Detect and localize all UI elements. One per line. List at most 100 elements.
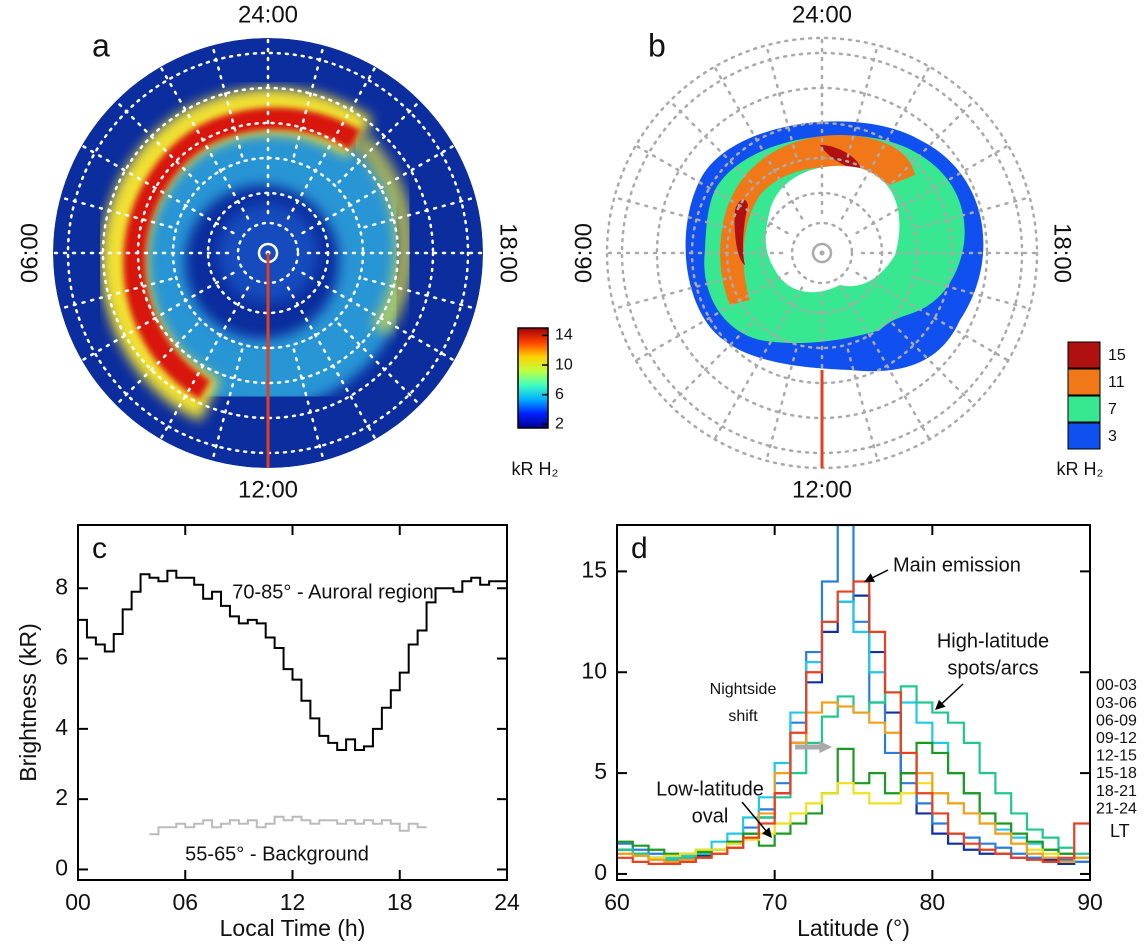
y-tick-label: 6 (55, 644, 68, 670)
level-map (685, 121, 984, 372)
step-line (617, 741, 1090, 859)
arrow-head (761, 827, 772, 838)
grid-spoke (301, 144, 456, 235)
plot-frame (77, 524, 508, 881)
annotation: oval (692, 805, 729, 827)
level-swatch (1067, 422, 1101, 450)
grid-spoke (363, 277, 477, 310)
x-tick-label: 18 (387, 889, 413, 915)
grid-spoke (292, 44, 325, 158)
colorbar (517, 327, 549, 429)
grid-spoke (634, 271, 789, 362)
y-tick-label: 10 (581, 657, 607, 683)
x-tick-label: 90 (1077, 889, 1103, 915)
grid-spoke (917, 277, 1031, 310)
grid-spoke (840, 286, 931, 441)
level-label: 3 (1108, 428, 1117, 445)
grid-spoke (846, 348, 879, 462)
grid-spoke (114, 99, 199, 184)
y-axis-label: Brightness (kR) (15, 623, 41, 781)
grid-spoke (846, 44, 879, 158)
grid-spoke (765, 348, 798, 462)
panel-label: c (92, 532, 107, 565)
hour-label: 12:00 (238, 476, 298, 503)
step-line (149, 815, 427, 836)
grid-spoke (855, 271, 1010, 362)
y-tick-label: 0 (594, 859, 607, 885)
legend-label: 06-09 (1096, 712, 1137, 729)
panel-label: a (92, 27, 110, 63)
annotation: High-latitude (937, 630, 1049, 652)
grid-spoke (301, 271, 456, 362)
grid-spoke (613, 196, 727, 229)
grid-spoke (286, 65, 377, 220)
level-swatch (1067, 341, 1101, 369)
grid-spoke (80, 144, 235, 235)
x-axis-label: Latitude (°) (797, 915, 910, 941)
hour-label: 06:00 (16, 223, 43, 283)
grid-spoke (114, 322, 199, 407)
grid-spoke (59, 196, 173, 229)
level-label: 7 (1108, 401, 1117, 418)
arrow-head (819, 740, 832, 754)
step-line (78, 569, 507, 751)
level-swatch (1067, 368, 1101, 396)
grid-spoke (286, 286, 377, 441)
series-label: 55-65° - Background (185, 843, 369, 865)
grid-spoke (80, 271, 235, 362)
arrow-head (864, 573, 875, 582)
pole-dot (819, 250, 825, 256)
legend-label: 18-21 (1096, 783, 1137, 800)
y-tick-label: 0 (55, 855, 68, 881)
grid-spoke (668, 99, 753, 184)
grid-spoke (363, 196, 477, 229)
arrow-head (935, 699, 946, 710)
colorbar-label: kR H₂ (512, 459, 559, 479)
x-tick-label: 70 (762, 889, 788, 915)
hour-label: 12:00 (792, 476, 852, 503)
legend-title: LT (1110, 821, 1130, 841)
annotation-arrow (939, 683, 964, 707)
legend-label: 03-06 (1096, 695, 1137, 712)
level-label: 11 (1108, 374, 1125, 391)
grid-spoke (292, 348, 325, 462)
annotation: shift (728, 708, 758, 725)
grid-spoke (917, 196, 1031, 229)
hour-label: 18:00 (1049, 223, 1076, 283)
levels-label: kR H₂ (1057, 459, 1104, 479)
colorbar-tick-label: 10 (555, 356, 573, 373)
polar-grid (51, 36, 485, 470)
grid-spoke (159, 286, 250, 441)
x-tick-label: 12 (280, 889, 306, 915)
legend-label: 15-18 (1096, 765, 1137, 782)
grid-spoke (211, 44, 244, 158)
colorbar-tick-label: 2 (555, 416, 564, 433)
annotation-arrow (741, 801, 769, 834)
grid-circle (790, 221, 854, 285)
x-tick-label: 24 (494, 889, 520, 915)
grid-spoke (634, 144, 789, 235)
x-tick-label: 60 (604, 889, 630, 915)
hour-label: 18:00 (495, 223, 522, 283)
legend-label: 09-12 (1096, 730, 1137, 747)
grid-spoke (613, 277, 727, 310)
x-tick-label: 06 (172, 889, 198, 915)
grid-spoke (840, 65, 931, 220)
grid-spoke (211, 348, 244, 462)
legend-label: 21-24 (1096, 800, 1137, 817)
grid-spoke (765, 44, 798, 158)
hour-label: 24:00 (792, 1, 852, 28)
grid-spoke (891, 99, 976, 184)
annotation: Main emission (893, 554, 1021, 576)
level-swatch (1067, 395, 1101, 423)
grid-spoke (337, 99, 422, 184)
grid-spoke (337, 322, 422, 407)
y-tick-label: 2 (55, 784, 68, 810)
colorbar-tick-label: 14 (555, 327, 573, 344)
series-label: 70-85° - Auroral region (232, 581, 433, 603)
grid-spoke (891, 322, 976, 407)
x-axis-label: Local Time (h) (220, 915, 366, 941)
y-tick-label: 4 (55, 714, 68, 740)
polar-grid (605, 36, 1039, 470)
annotation: Low-latitude (656, 778, 764, 800)
